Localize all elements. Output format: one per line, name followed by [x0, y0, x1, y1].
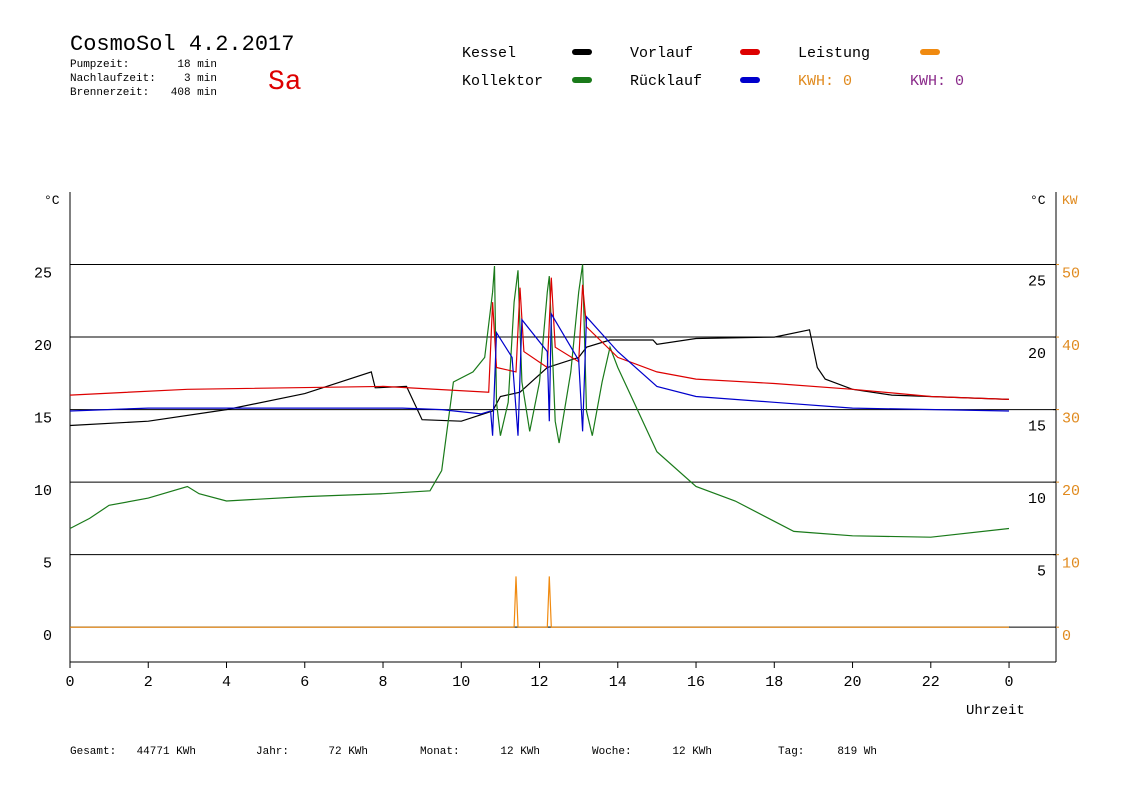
footer-value: 44771 KWh	[137, 746, 196, 758]
y-tick-label: 25	[34, 266, 52, 283]
legend-label: Vorlauf	[630, 45, 693, 62]
kwh: KWH: 0	[910, 73, 964, 90]
stat-label: Nachlaufzeit:	[70, 73, 156, 85]
y2-tick-label: 10	[1062, 556, 1080, 573]
title: CosmoSol 4.2.2017	[70, 32, 294, 57]
x-tick-label: 14	[609, 674, 627, 691]
stat-value: 3 min	[184, 73, 217, 85]
footer-value: 72 KWh	[328, 746, 368, 758]
legend-label: Kessel	[462, 45, 516, 62]
x-tick-label: 0	[65, 674, 74, 691]
x-label: Uhrzeit	[966, 703, 1025, 719]
series-line	[70, 576, 1009, 628]
x-tick-label: 4	[222, 674, 231, 691]
y2-tick-label: 20	[1062, 483, 1080, 500]
frame	[69, 192, 1057, 663]
y-right-tick-label: 5	[1037, 564, 1046, 581]
y-right-tick-label: 20	[1028, 346, 1046, 363]
legend-label: Kollektor	[462, 73, 543, 90]
legend-swatch	[572, 49, 592, 55]
footer-label: Monat:	[420, 746, 460, 758]
y-right-tick-label: 25	[1028, 274, 1046, 291]
footer-label: Woche:	[592, 746, 632, 758]
x-tick-label: 2	[144, 674, 153, 691]
y2-tick-label: 30	[1062, 411, 1080, 428]
series-line	[69, 264, 1010, 538]
x-tick-label: 10	[452, 674, 470, 691]
kwh: KWH: 0	[798, 73, 852, 90]
footer-label: Tag:	[778, 746, 804, 758]
x-tick-label: 22	[922, 674, 940, 691]
legend-swatch	[740, 49, 760, 55]
legend-swatch	[572, 77, 592, 83]
series-line	[69, 329, 1010, 427]
series-line	[69, 277, 1010, 400]
y-right-label: °C	[1030, 193, 1046, 208]
y-tick-label: 5	[43, 556, 52, 573]
y2-tick-label: 50	[1062, 266, 1080, 283]
legend-swatch	[920, 49, 940, 55]
series-line	[69, 311, 1010, 436]
y2-tick-label: 40	[1062, 338, 1080, 355]
footer-value: 819 Wh	[837, 746, 877, 758]
x-tick-label: 0	[1005, 674, 1014, 691]
footer-label: Jahr:	[256, 746, 289, 758]
y2-label: KW	[1062, 193, 1078, 208]
y-tick-label: 0	[43, 628, 52, 645]
legend-swatch	[740, 77, 760, 83]
footer-label: Gesamt:	[70, 746, 116, 758]
x-tick-label: 8	[379, 674, 388, 691]
y-tick-label: 15	[34, 411, 52, 428]
x-tick-label: 12	[531, 674, 549, 691]
x-tick-label: 18	[765, 674, 783, 691]
y-label: °C	[44, 193, 60, 208]
x-tick-label: 16	[687, 674, 705, 691]
y-right-tick-label: 10	[1028, 491, 1046, 508]
day: Sa	[268, 67, 302, 98]
stat-value: 18 min	[177, 59, 217, 71]
footer-value: 12 KWh	[672, 746, 712, 758]
x-tick-label: 20	[844, 674, 862, 691]
legend-label: Rücklauf	[630, 73, 702, 90]
y-tick-label: 10	[34, 483, 52, 500]
y2-tick-label: 0	[1062, 628, 1071, 645]
stat-label: Brennerzeit:	[70, 87, 149, 99]
footer-value: 12 KWh	[500, 746, 540, 758]
stat-value: 408 min	[171, 87, 217, 99]
y-tick-label: 20	[34, 338, 52, 355]
legend-label: Leistung	[798, 45, 870, 62]
x-tick-label: 6	[300, 674, 309, 691]
stat-label: Pumpzeit:	[70, 59, 129, 71]
y-right-tick-label: 15	[1028, 419, 1046, 436]
